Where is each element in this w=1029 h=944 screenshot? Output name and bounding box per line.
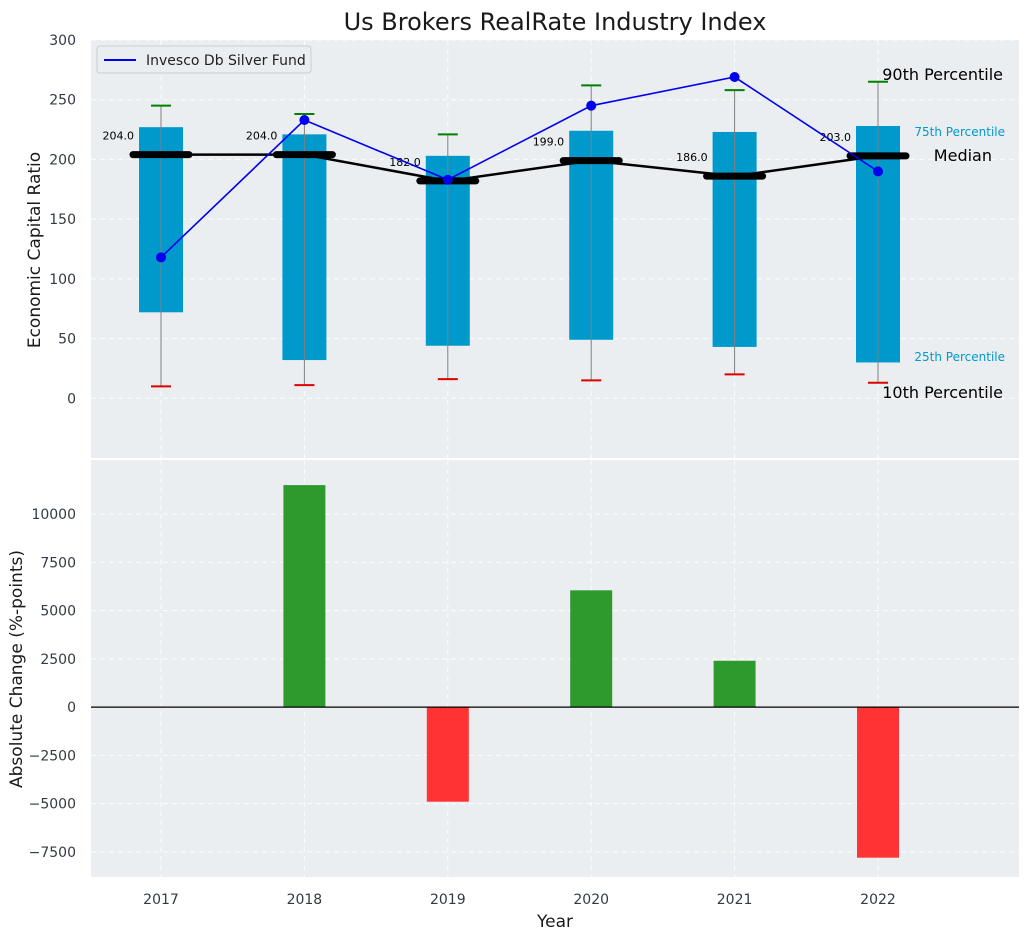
series-line-invesco — [160, 76, 879, 258]
x-tick-label-2017: 2017 — [143, 892, 179, 908]
change-bar-2022 — [857, 707, 899, 858]
annotation-75th-percentile: 75th Percentile — [914, 125, 1005, 139]
bottom-y-tick-label: 5000 — [40, 604, 76, 620]
top-y-axis-label: Economic Capital Ratio — [25, 152, 45, 348]
median-value-label-2020: 199.0 — [533, 136, 565, 149]
median-value-label-2018: 204.0 — [246, 130, 278, 143]
legend: Invesco Db Silver Fund — [96, 45, 312, 74]
change-bar-2019 — [426, 707, 469, 802]
top-y-tick-label: 300 — [49, 33, 76, 49]
series-point-2017 — [156, 252, 166, 263]
top-y-tick-label: 200 — [49, 152, 76, 168]
top-y-tick-label: 50 — [58, 332, 76, 348]
series-point-2021 — [729, 72, 740, 83]
change-bar-2018 — [283, 485, 326, 708]
x-tick-label-2021: 2021 — [717, 892, 753, 908]
top-y-tick-label: 100 — [49, 272, 76, 288]
series-point-2018 — [299, 115, 310, 126]
chart-title: Us Brokers RealRate Industry Index — [344, 8, 767, 36]
bottom-y-tick-label: 7500 — [40, 555, 76, 571]
percentile-annotations: 90th Percentile 75th Percentile Median 2… — [882, 65, 1005, 402]
series-point-2019 — [442, 174, 453, 185]
median-value-label-2017: 204.0 — [103, 130, 135, 143]
median-value-label-2021: 186.0 — [676, 151, 708, 164]
bottom-y-tick-label: −2500 — [29, 748, 76, 764]
median-value-label-2022: 203.0 — [820, 131, 852, 144]
bottom-y-tick-label: 10000 — [31, 507, 76, 523]
x-tick-label-2018: 2018 — [287, 892, 323, 908]
legend-label: Invesco Db Silver Fund — [146, 53, 306, 69]
change-bar-2021 — [713, 660, 756, 708]
change-bar-2020 — [570, 590, 613, 708]
bottom-panel: −7500 −5000 −2500 0 2500 5000 7500 10000 2017 201… — [29, 460, 1019, 908]
top-y-tick-label: 250 — [49, 93, 76, 109]
annotation-90th-percentile: 90th Percentile — [882, 65, 1003, 84]
top-y-tick-label: 0 — [67, 391, 76, 407]
bottom-y-tick-label: −7500 — [29, 845, 76, 861]
bottom-y-tick-label: 2500 — [40, 652, 76, 668]
x-axis-label: Year — [536, 912, 573, 932]
annotation-median: Median — [934, 146, 992, 165]
legend-box — [96, 45, 312, 74]
annotation-10th-percentile: 10th Percentile — [882, 383, 1003, 402]
x-tick-label-2019: 2019 — [430, 892, 466, 908]
top-y-tick-label: 150 — [49, 212, 76, 228]
x-tick-label-2020: 2020 — [573, 892, 609, 908]
bottom-y-tick-label: −5000 — [29, 797, 76, 813]
x-tick-label-2022: 2022 — [860, 892, 896, 908]
annotation-25th-percentile: 25th Percentile — [914, 350, 1005, 364]
series-point-2022 — [873, 166, 883, 177]
bottom-y-axis-label: Absolute Change (%-points) — [7, 550, 27, 788]
series-point-2020 — [586, 100, 597, 111]
bottom-y-tick-label: 0 — [67, 700, 76, 716]
